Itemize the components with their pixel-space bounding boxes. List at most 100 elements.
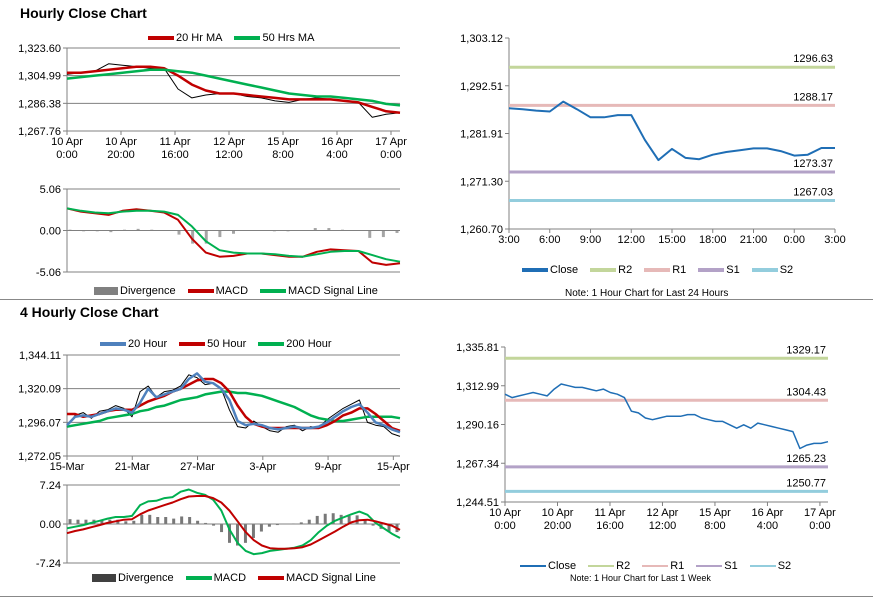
legend-label: MACD Signal Line [288,285,378,297]
y-tick-label: 1,267.34 [456,458,499,470]
y-tick-label: 1,272.05 [18,451,61,463]
x-tick-label: 9:00 [580,234,601,246]
legend-swatch [588,565,615,567]
legend-swatch [749,565,776,567]
legend-label: Close [550,264,579,276]
legend-swatch [522,268,548,272]
level-label-s2: 1267.03 [793,186,833,198]
x-tick-label: 15 Apr [267,136,299,148]
legend-swatch [696,565,723,567]
note-24h: Note: 1 Hour Chart for Last 24 Hours [565,288,729,299]
legend-item: R2 [588,560,630,572]
chart-r1: 1,303.12 1,292.51 1,281.91 1,271.30 1,260.70… [460,33,846,246]
x-tick-label: 12:00 [649,520,677,532]
legend-item: R1 [644,264,686,276]
legend-swatch [234,36,261,40]
legend-item: 50 Hrs MA [234,32,314,44]
x-tick-label: 11 Apr [594,507,625,519]
x-tick-label: 4:00 [326,149,347,161]
x-tick-label: 0:00 [784,234,805,246]
x-tick-label: 4:00 [757,520,778,532]
x-tick-label: 12:00 [617,234,645,246]
legend-label: 200 Hour [286,338,332,350]
y-tick-label: 1,303.12 [460,33,503,45]
series-macd-signal-line [66,495,401,550]
x-tick-label: 3-Apr [249,461,276,473]
y-tick-label: 1,304.99 [18,71,61,83]
legend-swatch [94,287,118,295]
legend-label: Divergence [118,572,174,584]
legend-item: MACD [187,285,249,297]
legend-swatch [179,342,206,346]
legend-label: S2 [777,560,792,572]
series-close [66,374,401,437]
legend-item: S2 [751,264,793,276]
x-tick-label: 16 Apr [321,136,353,148]
y-tick-label: 1,296.07 [18,417,61,429]
x-tick-label: 18:00 [699,234,727,246]
x-tick-label: 0:00 [809,520,830,532]
level-label-s1: 1265.23 [786,453,826,465]
y-tick-label: -5.06 [36,267,61,279]
x-tick-label: 16 Apr [752,507,784,519]
legend-swatch [698,268,725,272]
x-tick-label: 8:00 [272,149,293,161]
series-macd-signal-line [66,207,401,263]
x-tick-label: 3:00 [824,234,845,246]
x-tick-label: 17 Apr [804,507,836,519]
legend-label: MACD [215,285,249,297]
level-label-r1: 1304.43 [786,386,826,398]
legend-item: MACD Signal Line [258,572,376,584]
x-tick-label: 15-Mar [50,461,85,473]
series-macd [66,488,401,556]
x-tick-label: 20:00 [544,520,572,532]
y-tick-label: 1,344.11 [19,350,61,362]
y-tick-label: 1,271.30 [460,176,503,188]
y-tick-label: 1,320.09 [18,384,61,396]
x-tick-label: 27-Mar [180,461,215,473]
x-tick-label: 10 Apr [51,136,83,148]
x-tick-label: 9-Apr [315,461,342,473]
legend-item: S1 [696,560,738,572]
chart-c2: 5.06 0.00 -5.06 [36,184,401,279]
legend-item: Divergence [92,572,174,584]
legend-label: Close [548,560,577,572]
legend-24h: Close R2 R1 S1 S2 [522,264,793,276]
legend-item: Close [520,560,576,572]
y-tick-label: 1,323.60 [18,43,61,55]
y-tick-label: 1,335.81 [456,342,499,354]
series-200-hour [66,390,401,428]
y-tick-label: 1,286.38 [18,98,61,110]
y-tick-label: 1,260.70 [460,224,503,236]
x-tick-label: 0:00 [56,149,77,161]
legend-label: R2 [616,560,631,572]
legend-item: 200 Hour [258,338,332,350]
level-label-r2: 1329.17 [786,344,826,356]
level-label-s1: 1273.37 [793,158,833,170]
y-tick-label: 5.06 [40,184,61,196]
x-tick-label: 10 Apr [105,136,137,148]
legend-item: S2 [749,560,792,572]
legend-swatch [520,565,546,567]
legend-item: R1 [642,560,684,572]
y-tick-label: -7.24 [36,558,61,570]
x-tick-label: 0:00 [494,520,515,532]
x-tick-label: 16:00 [161,149,189,161]
legend-swatch [590,268,617,272]
x-tick-label: 0:00 [380,149,401,161]
x-tick-label: 15-Apr [377,461,410,473]
legend-swatch [642,565,669,567]
series-20-hr-ma [67,65,401,115]
legend-swatch [92,574,116,582]
legend-swatch [100,342,126,346]
x-tick-label: 3:00 [498,234,519,246]
legend-swatch [187,289,214,293]
legend-item: Divergence [94,285,176,297]
level-label-r1: 1288.17 [793,91,833,103]
x-tick-label: 21-Mar [115,461,150,473]
note-1w: Note: 1 Hour Chart for Last 1 Week [570,573,711,583]
legend-hourly-ma: 20 Hr MA 50 Hrs MA [148,32,314,44]
x-tick-label: 17 Apr [375,136,407,148]
